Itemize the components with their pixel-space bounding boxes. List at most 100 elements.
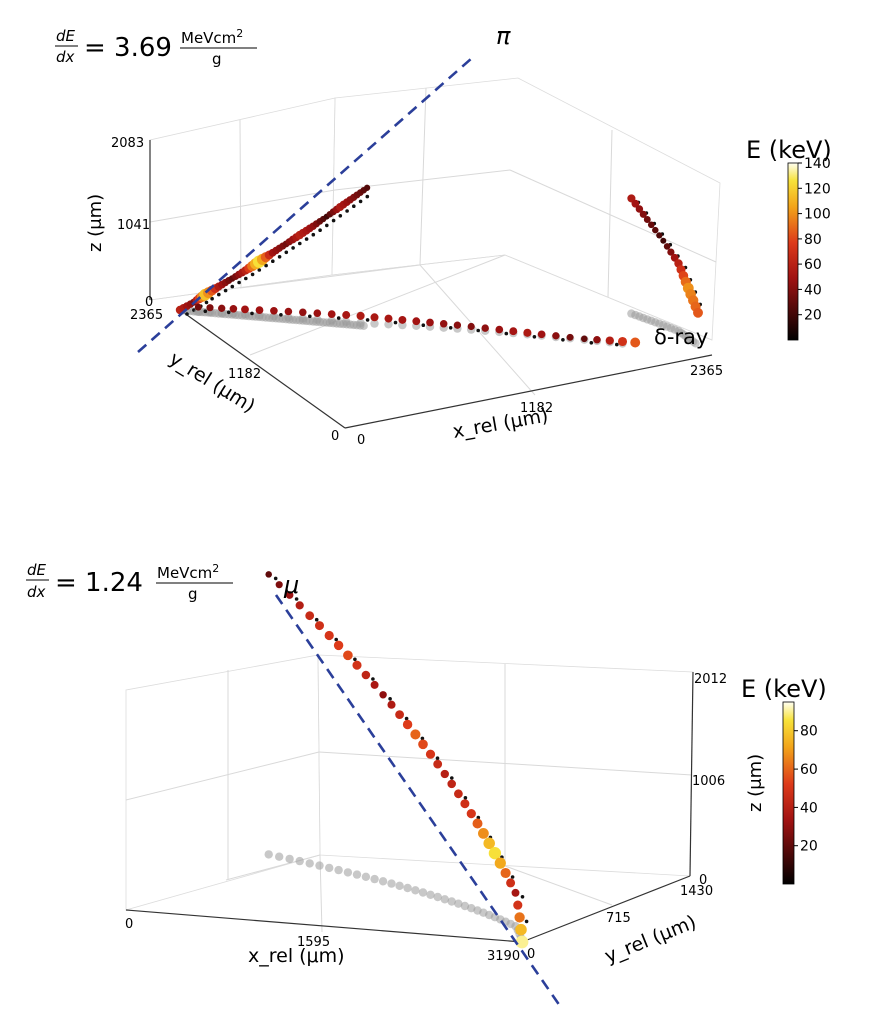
dedx-numerator: dE	[56, 27, 76, 45]
y-tick-label: 2365	[130, 308, 163, 323]
x-tick-label: 0	[357, 433, 365, 448]
track-point	[435, 756, 440, 760]
track-point	[264, 263, 268, 268]
grid-line	[509, 169, 717, 263]
shadow-point	[327, 316, 336, 325]
x-axis-title: x_rel (μm)	[248, 945, 345, 967]
y-tick-label: 715	[606, 911, 631, 926]
z-tick-label: 2083	[111, 136, 144, 151]
track-point	[513, 900, 523, 910]
track-point	[515, 923, 527, 936]
shadow-point	[411, 886, 420, 895]
dedx-formula-bottom: dE dx = 1.24 MeVcm2 g	[26, 561, 233, 603]
track-point	[331, 218, 336, 223]
panel-bottom: dE dx = 1.24 MeVcm2 g 2012 1006 0	[26, 561, 827, 1007]
shadow-point	[343, 868, 353, 877]
track-point	[314, 617, 319, 622]
track-point	[285, 591, 294, 599]
track-point	[370, 680, 379, 689]
track-point	[230, 284, 235, 289]
x-tick-label: 1182	[520, 401, 553, 416]
track-point	[371, 677, 375, 681]
x-tick-label: 2365	[690, 364, 723, 379]
track-point	[500, 867, 511, 879]
track-point	[271, 259, 275, 264]
shadow-point	[334, 865, 343, 875]
grid-line	[239, 264, 421, 289]
colorbar-gradient	[782, 701, 795, 885]
z-axis-title: z (μm)	[85, 194, 106, 252]
dedx-numerator: dE	[27, 561, 47, 579]
shadow-point	[342, 317, 351, 326]
track-point	[298, 241, 302, 246]
track-point	[466, 808, 476, 819]
track-point	[478, 828, 489, 839]
track-point	[515, 935, 529, 949]
shadow-point	[315, 861, 324, 870]
track-point	[398, 315, 407, 324]
shadow-point	[284, 313, 293, 322]
track-point	[255, 306, 264, 314]
track-point	[504, 331, 509, 336]
shadow-point	[313, 315, 322, 324]
axes-3d-bottom	[125, 654, 694, 943]
track-point	[338, 214, 343, 218]
x-axis-line	[344, 354, 713, 429]
track-point	[304, 237, 309, 241]
track-point	[284, 307, 293, 316]
track-point	[324, 630, 334, 641]
track-point	[299, 308, 307, 317]
shadow-point	[285, 854, 294, 864]
track-point	[237, 280, 241, 285]
x-tick-label: 1595	[297, 935, 330, 950]
track-point	[270, 306, 278, 315]
track-point	[509, 327, 518, 336]
track-point	[631, 199, 640, 208]
track-point	[387, 700, 396, 709]
axis-text-bottom: 2012 1006 0 0 715 1430 0 1595 3190 x_rel…	[125, 672, 766, 968]
track-point	[635, 205, 644, 213]
track-point	[440, 769, 449, 779]
grid-line	[225, 854, 321, 881]
dedx-unit-denominator: g	[212, 50, 222, 68]
colorbar-tick-label: 60	[804, 257, 822, 273]
track-point	[647, 221, 655, 229]
grid-line	[239, 119, 242, 289]
y-tick-label: 1182	[228, 367, 261, 382]
y-tick-label: 1430	[680, 884, 713, 899]
track-point	[520, 895, 525, 899]
colorbar-tick-label: 40	[804, 282, 822, 298]
z-tick-label: 1006	[692, 774, 725, 789]
dedx-value: = 3.69	[84, 33, 172, 63]
track-point	[418, 739, 428, 750]
colorbar-tick-label: 140	[804, 156, 831, 172]
track-point	[356, 311, 365, 320]
track-point	[203, 309, 208, 314]
track-point	[639, 210, 647, 218]
track-point	[318, 228, 322, 232]
track-point	[448, 326, 453, 330]
track-points-bottom	[264, 571, 529, 949]
track-point	[250, 311, 254, 316]
track-point	[412, 317, 421, 326]
colorbar-bottom: E (keV) 20 40 60 80	[741, 675, 827, 885]
track-point	[241, 305, 249, 314]
track-point	[388, 697, 392, 701]
track-point	[294, 597, 299, 601]
track-point	[336, 316, 341, 320]
shadow-point	[378, 877, 388, 886]
track-point	[402, 719, 413, 730]
particle-label: μ	[283, 571, 299, 599]
track-point	[410, 729, 421, 740]
track-point	[511, 888, 520, 897]
colorbar-tick-label: 20	[800, 839, 818, 855]
shadow-point	[384, 320, 393, 329]
track-point	[552, 332, 560, 340]
track-point	[358, 199, 363, 204]
track-point	[488, 847, 502, 860]
grid-line	[249, 254, 506, 356]
track-point	[483, 837, 495, 850]
track-point	[345, 209, 349, 213]
track-point	[660, 237, 667, 244]
track-point	[433, 759, 443, 769]
